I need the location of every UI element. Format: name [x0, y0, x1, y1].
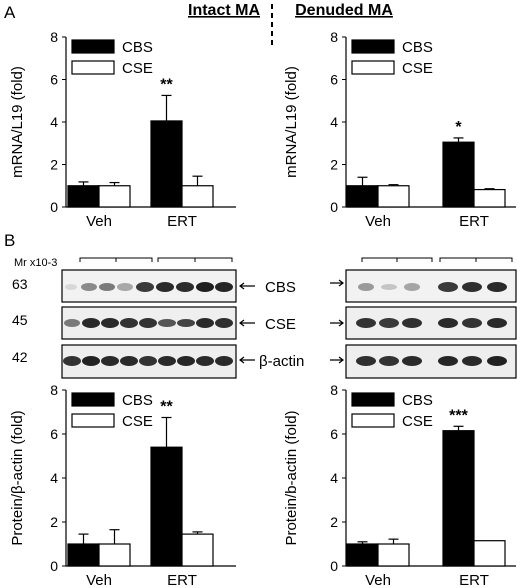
significance-marker: *	[455, 119, 462, 136]
bar-cbs-veh	[67, 185, 100, 208]
legend: CBS CSE	[71, 392, 153, 430]
bar-cse-ert	[473, 540, 506, 567]
blot-arrows	[239, 279, 344, 364]
intact-ma-title: Intact MA	[188, 2, 260, 19]
y-tick-label: 2	[50, 514, 58, 530]
bar-cse-veh	[377, 185, 410, 208]
bar-cbs-ert	[150, 446, 183, 567]
y-tick-label: 4	[50, 114, 58, 130]
bar-cse-ert	[181, 533, 214, 567]
bar-chart-3: 0 2 4 6 8 Protein/β-actin (fold) Veh ** ERT CBS CS…	[9, 382, 236, 588]
panel-a-label: A	[4, 3, 16, 22]
significance-marker: ***	[449, 407, 468, 424]
blot-strip-denuded-cse	[345, 306, 517, 340]
legend: CBS CSE	[351, 392, 433, 430]
legend-swatch-cse	[71, 60, 115, 75]
legend-swatch-cse	[351, 413, 395, 428]
bar-cbs-veh	[346, 543, 379, 567]
mr-label: Mr x10-3	[14, 257, 57, 269]
bar-chart-2: 0 2 4 6 8 mRNA/L19 (fold) Veh * ERT CBS CSE	[283, 29, 516, 230]
bar-chart-1: 0 2 4 6 8 mRNA/L19 (fold) Veh ** ERT CBS CSE	[9, 29, 236, 230]
y-axis-label: Protein/b-actin (fold)	[283, 410, 300, 545]
legend-swatch-cbs	[351, 392, 395, 407]
x-category-label: ERT	[459, 213, 489, 230]
y-axis-label: mRNA/L19 (fold)	[9, 66, 26, 178]
x-category-label: Veh	[365, 213, 391, 230]
blot-strip-denuded-b-actin	[345, 344, 517, 379]
x-category-label: Veh	[86, 572, 112, 588]
legend-swatch-cbs	[71, 39, 115, 54]
bar-cse-veh	[377, 543, 410, 567]
y-tick-label: 0	[330, 199, 338, 215]
blot-label-cbs: CBS	[265, 279, 296, 296]
legend-label-cbs: CBS	[122, 392, 153, 409]
x-category-label: Veh	[365, 572, 391, 588]
blot-strip-intact-cbs	[61, 269, 237, 303]
y-tick-label: 4	[330, 114, 338, 130]
bar-cse-veh	[98, 185, 131, 208]
legend-label-cse: CSE	[122, 413, 153, 430]
bar-cbs-ert	[150, 120, 183, 208]
y-tick-label: 6	[50, 72, 58, 88]
bar-cbs-veh	[346, 185, 379, 208]
y-tick-label: 6	[330, 72, 338, 88]
mw-marker-63: 63	[12, 276, 28, 292]
x-category-label: Veh	[86, 213, 112, 230]
bar-cse-ert	[181, 185, 214, 208]
blot-strip-intact-cse	[61, 306, 237, 340]
y-tick-label: 8	[330, 382, 338, 398]
legend-label-cse: CSE	[122, 60, 153, 77]
y-tick-label: 8	[330, 29, 338, 45]
y-tick-label: 4	[50, 470, 58, 486]
x-category-label: ERT	[167, 572, 197, 588]
y-tick-label: 2	[50, 157, 58, 173]
y-tick-label: 0	[50, 558, 58, 574]
y-tick-label: 8	[50, 29, 58, 45]
y-tick-label: 4	[330, 470, 338, 486]
panel-b-label: B	[4, 231, 15, 250]
legend-label-cbs: CBS	[402, 39, 433, 56]
legend: CBS CSE	[71, 39, 153, 77]
bar-cbs-veh	[67, 543, 100, 567]
legend-label-cse: CSE	[402, 413, 433, 430]
y-tick-label: 8	[50, 382, 58, 398]
mw-marker-42: 42	[12, 349, 28, 365]
y-axis-label: Protein/β-actin (fold)	[9, 410, 26, 545]
lane-group-brackets	[79, 257, 513, 262]
y-tick-label: 2	[330, 157, 338, 173]
y-tick-label: 2	[330, 514, 338, 530]
blot-strip-intact-b-actin	[61, 344, 237, 379]
legend-label-cbs: CBS	[402, 392, 433, 409]
legend-swatch-cbs	[71, 392, 115, 407]
blot-strip-denuded-cbs	[345, 269, 517, 303]
bar-charts: 0 2 4 6 8 mRNA/L19 (fold) Veh ** ERT CBS CSE 0 2 4 6 8 m…	[9, 29, 516, 588]
mw-marker-45: 45	[12, 312, 28, 328]
significance-marker: **	[160, 76, 173, 93]
significance-marker: **	[160, 399, 173, 416]
bar-cse-veh	[98, 543, 131, 567]
y-axis-label: mRNA/L19 (fold)	[283, 66, 300, 178]
y-tick-label: 0	[330, 558, 338, 574]
bar-cse-ert	[473, 188, 506, 208]
blot-label-b-actin: β-actin	[259, 353, 304, 370]
x-category-label: ERT	[459, 572, 489, 588]
legend-swatch-cse	[351, 60, 395, 75]
y-tick-label: 6	[330, 426, 338, 442]
bar-cbs-ert	[442, 141, 475, 208]
legend-swatch-cse	[71, 413, 115, 428]
x-category-label: ERT	[167, 213, 197, 230]
bar-cbs-ert	[442, 430, 475, 567]
y-tick-label: 6	[50, 426, 58, 442]
y-tick-label: 0	[50, 199, 58, 215]
legend-label-cbs: CBS	[122, 39, 153, 56]
denuded-ma-title: Denuded MA	[295, 2, 393, 19]
legend-label-cse: CSE	[402, 60, 433, 77]
blot-label-cse: CSE	[265, 316, 296, 333]
legend-swatch-cbs	[351, 39, 395, 54]
legend: CBS CSE	[351, 39, 433, 77]
